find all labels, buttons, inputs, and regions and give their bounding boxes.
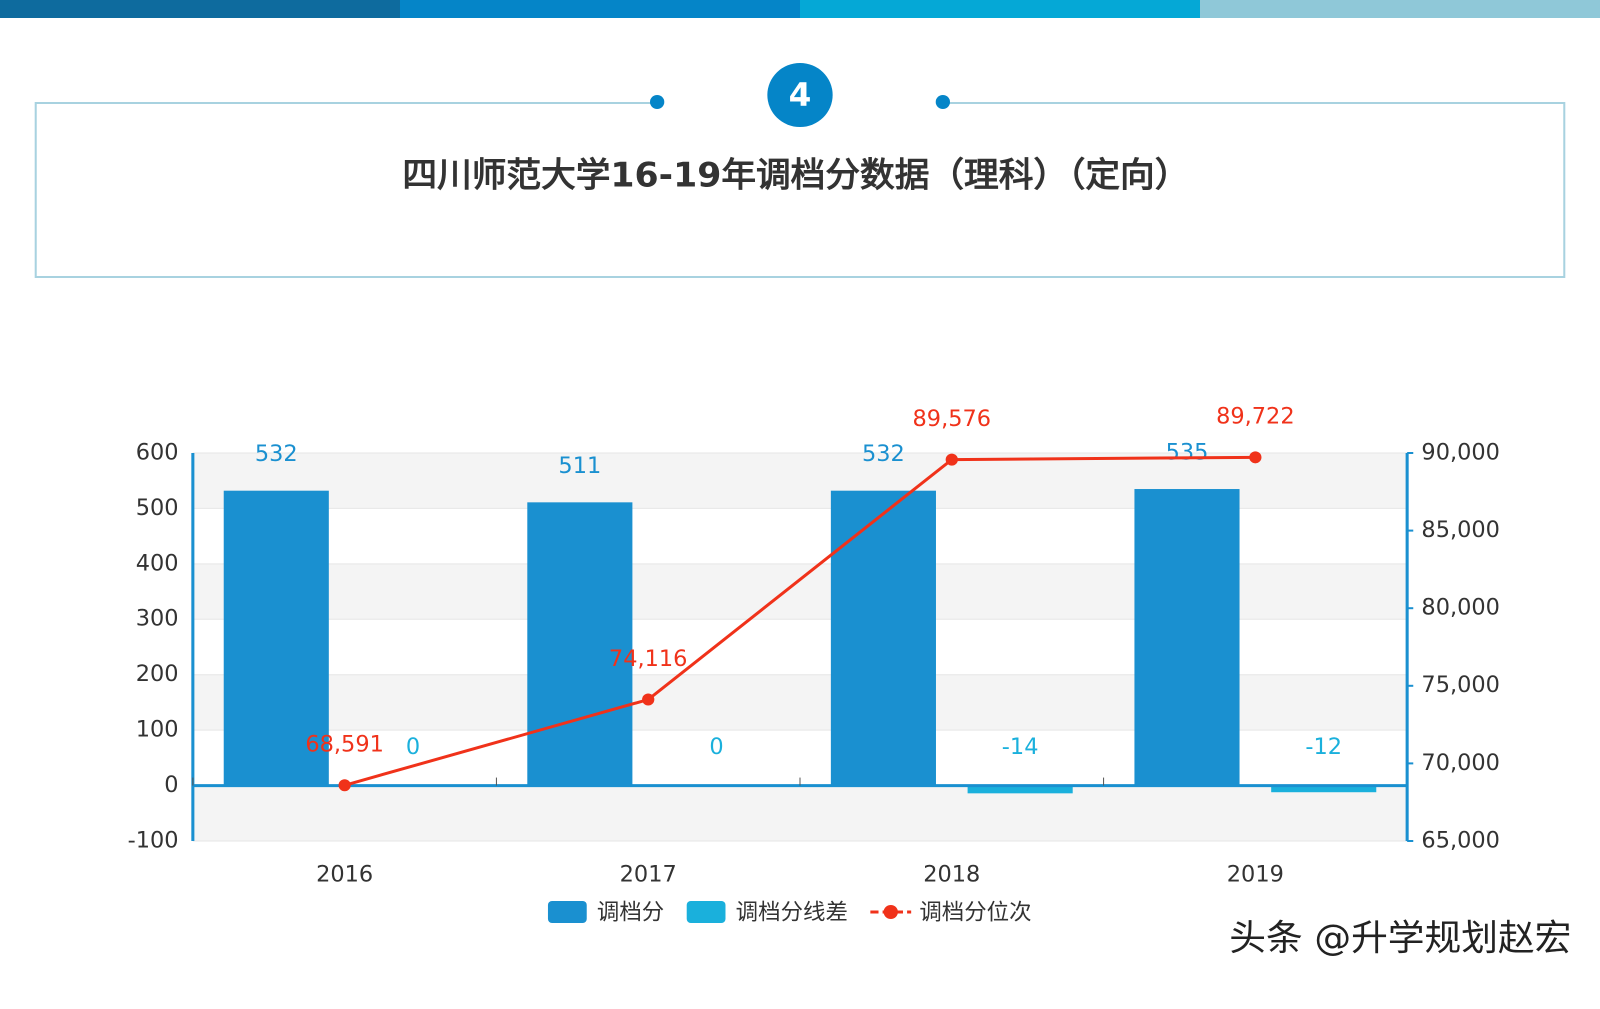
legend-label: 调档分 [597, 900, 664, 926]
bar [527, 502, 633, 786]
bar [967, 785, 1073, 794]
x-tick-label: 2018 [923, 862, 980, 888]
line-label: 89,722 [1216, 404, 1295, 430]
top-bar [800, 0, 1200, 18]
y-tick-label: 600 [136, 440, 179, 466]
y2-tick-label: 70,000 [1421, 750, 1500, 776]
bar-label: 0 [709, 734, 723, 760]
bar-label: 532 [255, 441, 298, 467]
y2-tick-label: 85,000 [1421, 517, 1500, 543]
bar-label: 535 [1166, 440, 1209, 466]
x-tick-label: 2019 [1227, 862, 1284, 888]
y2-tick-label: 65,000 [1421, 828, 1500, 854]
bar-label: 511 [558, 453, 601, 479]
top-bar [1200, 0, 1600, 18]
y2-tick-label: 75,000 [1421, 672, 1500, 698]
line-label: 74,116 [609, 646, 688, 672]
y-tick-label: 500 [136, 495, 179, 521]
y-tick-label: 100 [136, 717, 179, 743]
bar [1134, 489, 1240, 786]
page-title: 四川师范大学16-19年调档分数据（理科）（定向） [402, 156, 1189, 196]
y-tick-label: -100 [128, 828, 179, 854]
x-tick-label: 2016 [316, 862, 373, 888]
y-tick-label: 0 [164, 772, 178, 798]
watermark: 头条 @升学规划赵宏 [1229, 916, 1571, 959]
line-point [945, 453, 958, 466]
legend-label: 调档分线差 [736, 900, 848, 926]
line-label: 68,591 [305, 732, 384, 758]
y-tick-label: 200 [136, 661, 179, 687]
legend-swatch [547, 901, 587, 923]
dot [650, 95, 665, 109]
y2-tick-label: 80,000 [1421, 595, 1500, 621]
line-point [642, 693, 655, 706]
y-tick-label: 400 [136, 550, 179, 576]
bar [1271, 785, 1377, 793]
top-bar [0, 0, 400, 18]
line-point [338, 779, 351, 792]
header-box [34, 102, 1566, 278]
line-label: 89,576 [913, 406, 992, 432]
badge [767, 63, 833, 127]
bar-label: -12 [1305, 734, 1342, 760]
bar [223, 490, 329, 786]
bar [830, 490, 936, 786]
y2-tick-label: 90,000 [1421, 440, 1500, 466]
line [344, 455, 1256, 787]
legend-label: 调档分位次 [919, 900, 1031, 926]
y-tick-label: 300 [136, 606, 179, 632]
bar-label: 532 [862, 441, 905, 467]
legend-swatch [883, 905, 898, 919]
line-point [1249, 451, 1262, 464]
bar-label: -14 [1002, 734, 1039, 760]
x-tick-label: 2017 [620, 862, 677, 888]
bar-label: 0 [406, 734, 420, 760]
top-bar [400, 0, 800, 18]
legend-swatch [686, 901, 726, 923]
dot [935, 95, 950, 109]
badge-number: 4 [789, 76, 812, 114]
